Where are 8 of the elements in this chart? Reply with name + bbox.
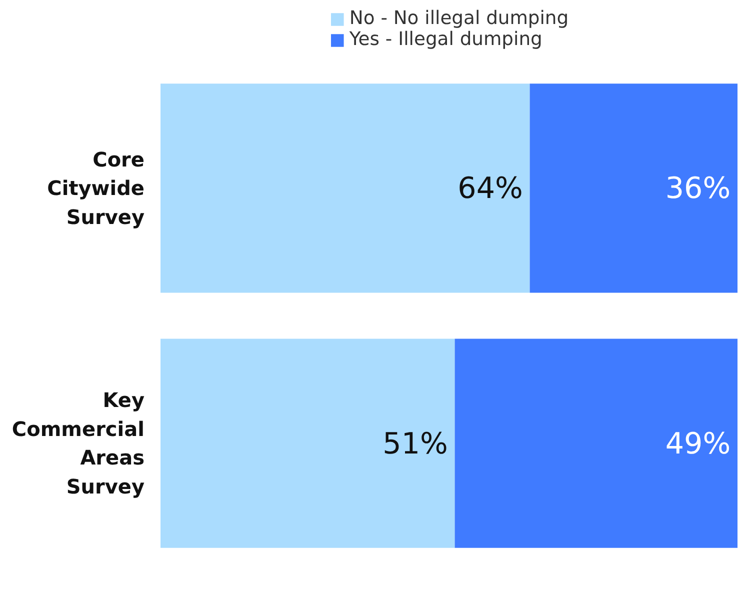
data-label: 51% (382, 426, 448, 460)
y-tick-label: Key Commercial Areas Survey (12, 388, 145, 499)
data-label: 49% (665, 426, 731, 460)
y-tick-label: Core Citywide Survey (47, 147, 145, 229)
legend-label: No - No illegal dumping (349, 8, 569, 29)
legend-label: Yes - Illegal dumping (349, 29, 542, 50)
data-label: 64% (458, 171, 523, 206)
data-label: 36% (665, 171, 731, 206)
